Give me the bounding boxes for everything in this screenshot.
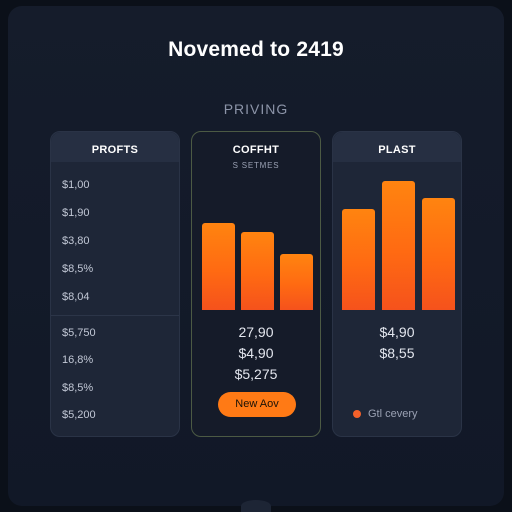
price-value: $4,90 bbox=[238, 345, 274, 361]
bar bbox=[241, 231, 274, 310]
card-title: PLAST bbox=[378, 144, 416, 156]
bar-chart bbox=[192, 188, 320, 310]
price-item: $5,200 bbox=[62, 409, 96, 421]
bar bbox=[280, 253, 313, 310]
card-title: COFFHT bbox=[232, 144, 280, 156]
plan-card-profits[interactable]: PROFTS $1,00 $1,90 $3,80 $8,5% $8,04 $5,… bbox=[50, 131, 180, 437]
plan-card-coffht[interactable]: COFFHT S SETMES 27,90 $4,90 $5,275 New A… bbox=[191, 131, 321, 437]
price-item: $1,90 bbox=[62, 207, 90, 219]
card-title: PROFTS bbox=[91, 144, 139, 156]
price-item: $8,5% bbox=[62, 382, 94, 394]
card-header bbox=[51, 132, 179, 162]
page-title: Novemed to 2419 bbox=[168, 38, 344, 61]
price-item: 16,8% bbox=[62, 354, 94, 366]
price-value: 27,90 bbox=[238, 324, 274, 340]
bar bbox=[202, 223, 235, 310]
section-label: PRIVING bbox=[223, 101, 289, 117]
price-item: $8,5% bbox=[62, 263, 94, 275]
bar bbox=[382, 181, 415, 310]
price-value: $5,275 bbox=[234, 366, 278, 382]
card-subtitle: S SETMES bbox=[232, 161, 280, 170]
price-value: $4,90 bbox=[379, 324, 415, 340]
bar-chart bbox=[333, 181, 461, 310]
bar bbox=[422, 197, 455, 310]
price-item: $1,00 bbox=[62, 179, 90, 191]
price-item: $5,750 bbox=[62, 327, 96, 339]
price-item: $8,04 bbox=[62, 291, 90, 303]
plan-card-plast[interactable]: PLAST $4,90 $8,55 Gtl cevery bbox=[332, 131, 462, 437]
legend-label: Gtl cevery bbox=[368, 408, 418, 420]
divider bbox=[51, 315, 179, 316]
price-value: $8,55 bbox=[379, 345, 415, 361]
legend-dot-icon bbox=[353, 410, 361, 418]
bar bbox=[342, 209, 375, 310]
new-aov-button[interactable]: New Aov bbox=[218, 392, 296, 417]
bottom-handle bbox=[241, 500, 271, 512]
card-header bbox=[333, 132, 461, 162]
price-item: $3,80 bbox=[62, 235, 90, 247]
